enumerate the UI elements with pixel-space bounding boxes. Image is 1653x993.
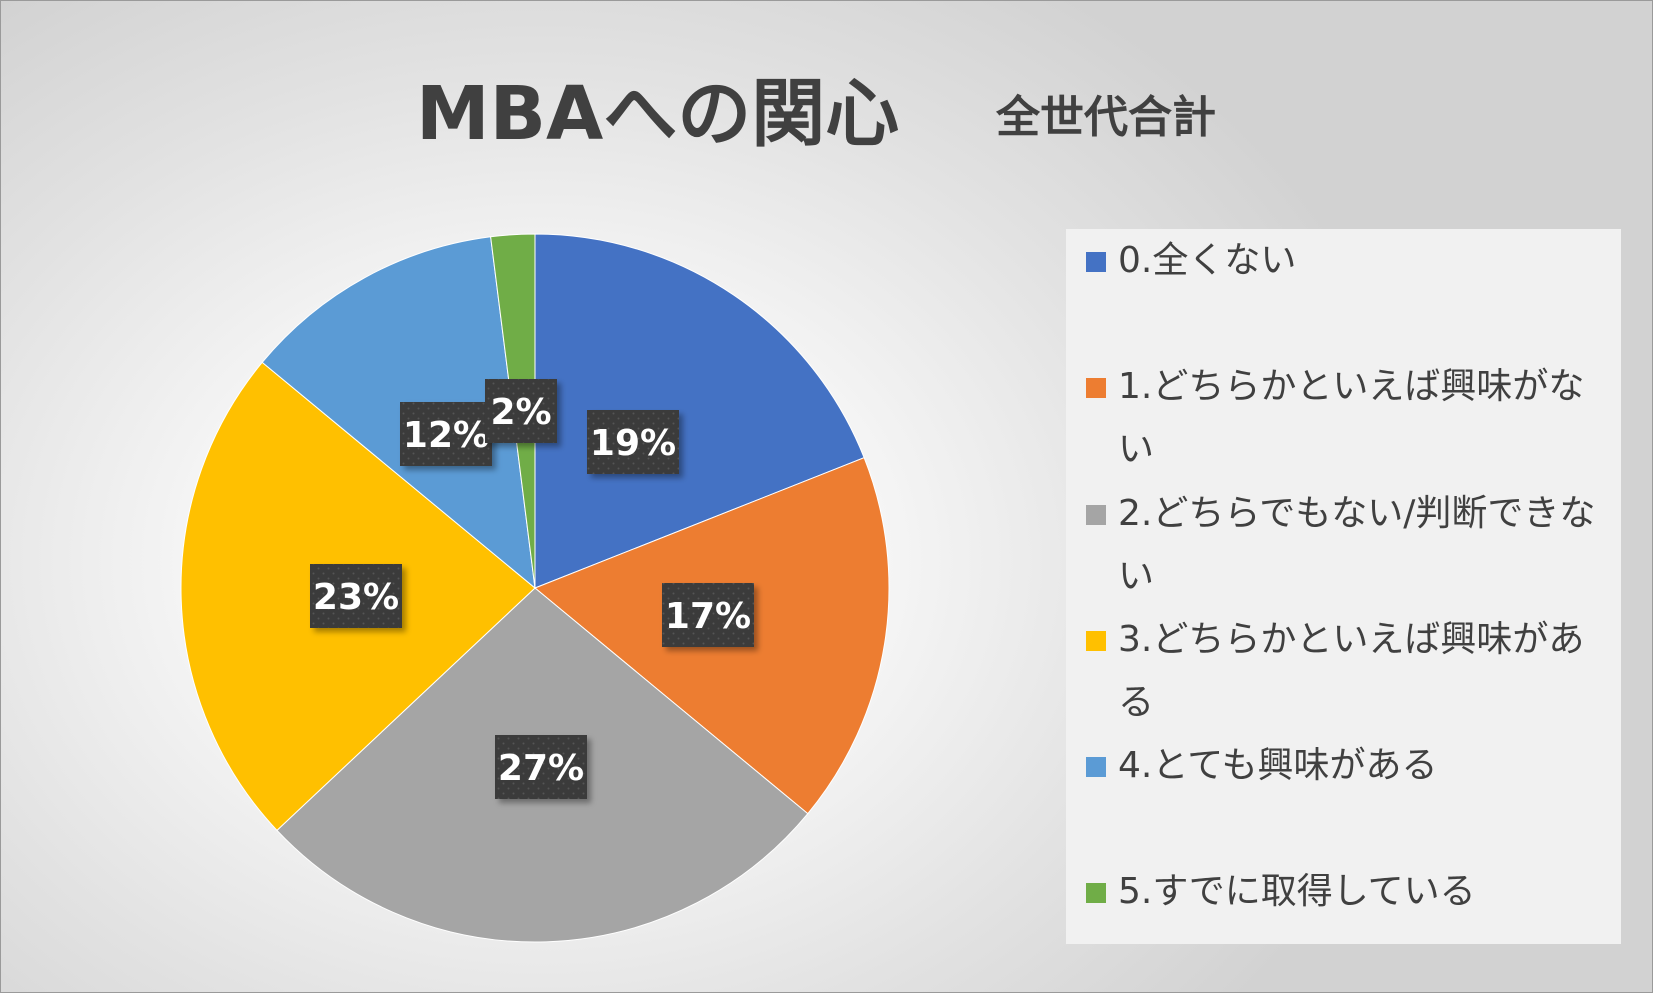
data-labels-layer: 19% 17% 27% 23% 12%2% (310, 379, 754, 799)
legend-swatch (1086, 252, 1106, 272)
data-label-box (400, 402, 492, 466)
data-label-text: 19% (590, 423, 676, 464)
legend-swatch (1086, 883, 1106, 903)
data-label-box (495, 735, 587, 799)
data-label-0: 19% (587, 410, 679, 474)
legend-swatch (1086, 631, 1106, 651)
legend-swatch (1086, 505, 1106, 525)
data-label-text: 12% (403, 415, 489, 456)
data-label-3: 23% (310, 564, 402, 628)
data-label-text: 2% (490, 392, 551, 433)
legend-label: 4.とても興味がある (1118, 745, 1438, 786)
data-label-text: 17% (665, 596, 751, 637)
data-label-box (310, 564, 402, 628)
data-label-2: 27% (495, 735, 587, 799)
chart-title: MBAへの関心 (416, 71, 900, 157)
data-label-text: 23% (313, 577, 399, 618)
legend-label: 5.すでに取得している (1118, 871, 1476, 912)
chart-subtitle: 全世代合計 (996, 92, 1216, 143)
data-label-box (485, 379, 557, 443)
data-label-text: 27% (498, 748, 584, 789)
legend-label: 1.どちらかといえば興味がない (1118, 366, 1585, 470)
legend-swatch (1086, 757, 1106, 777)
data-label-5: 2% (485, 379, 557, 443)
pie-slice-4[interactable] (261, 236, 536, 590)
title-row: MBAへの関心 全世代合計 (1, 59, 1652, 169)
data-label-1: 17% (662, 583, 754, 647)
data-label-box (662, 583, 754, 647)
legend-label: 0.全くない (1118, 240, 1297, 281)
legend: 0.全くない 1.どちらかといえば興味がない 2.どちらでもない/判断できない 3.ど… (1066, 229, 1621, 944)
legend-label: 3.どちらかといえば興味がある (1118, 619, 1585, 723)
slices-layer (180, 233, 890, 943)
legend-swatch (1086, 378, 1106, 398)
data-label-4: 12% (400, 402, 492, 466)
data-label-box (587, 410, 679, 474)
pie-slice-0[interactable] (534, 233, 865, 589)
legend-label: 2.どちらでもない/判断できない (1118, 493, 1596, 597)
